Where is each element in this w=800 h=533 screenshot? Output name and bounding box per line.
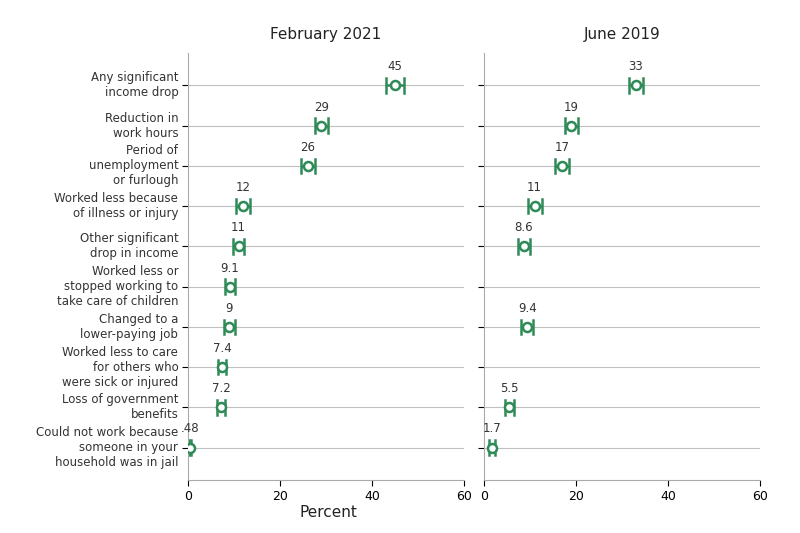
Text: .48: .48 — [181, 423, 199, 435]
Title: June 2019: June 2019 — [584, 27, 660, 43]
Text: 19: 19 — [564, 101, 579, 114]
Text: 5.5: 5.5 — [500, 382, 518, 395]
Text: 9.1: 9.1 — [221, 262, 239, 274]
Text: 9.4: 9.4 — [518, 302, 537, 315]
Text: 8.6: 8.6 — [514, 221, 533, 235]
Title: February 2021: February 2021 — [270, 27, 382, 43]
Text: 7.4: 7.4 — [213, 342, 231, 355]
Text: Percent: Percent — [299, 505, 357, 520]
Text: 33: 33 — [629, 60, 643, 74]
Text: 1.7: 1.7 — [482, 423, 501, 435]
Text: 9: 9 — [226, 302, 233, 315]
Text: 7.2: 7.2 — [212, 382, 230, 395]
Text: 12: 12 — [236, 181, 250, 194]
Text: 45: 45 — [387, 60, 402, 74]
Text: 11: 11 — [231, 221, 246, 235]
Text: 11: 11 — [527, 181, 542, 194]
Text: 29: 29 — [314, 101, 329, 114]
Text: 26: 26 — [300, 141, 315, 154]
Text: 17: 17 — [554, 141, 570, 154]
